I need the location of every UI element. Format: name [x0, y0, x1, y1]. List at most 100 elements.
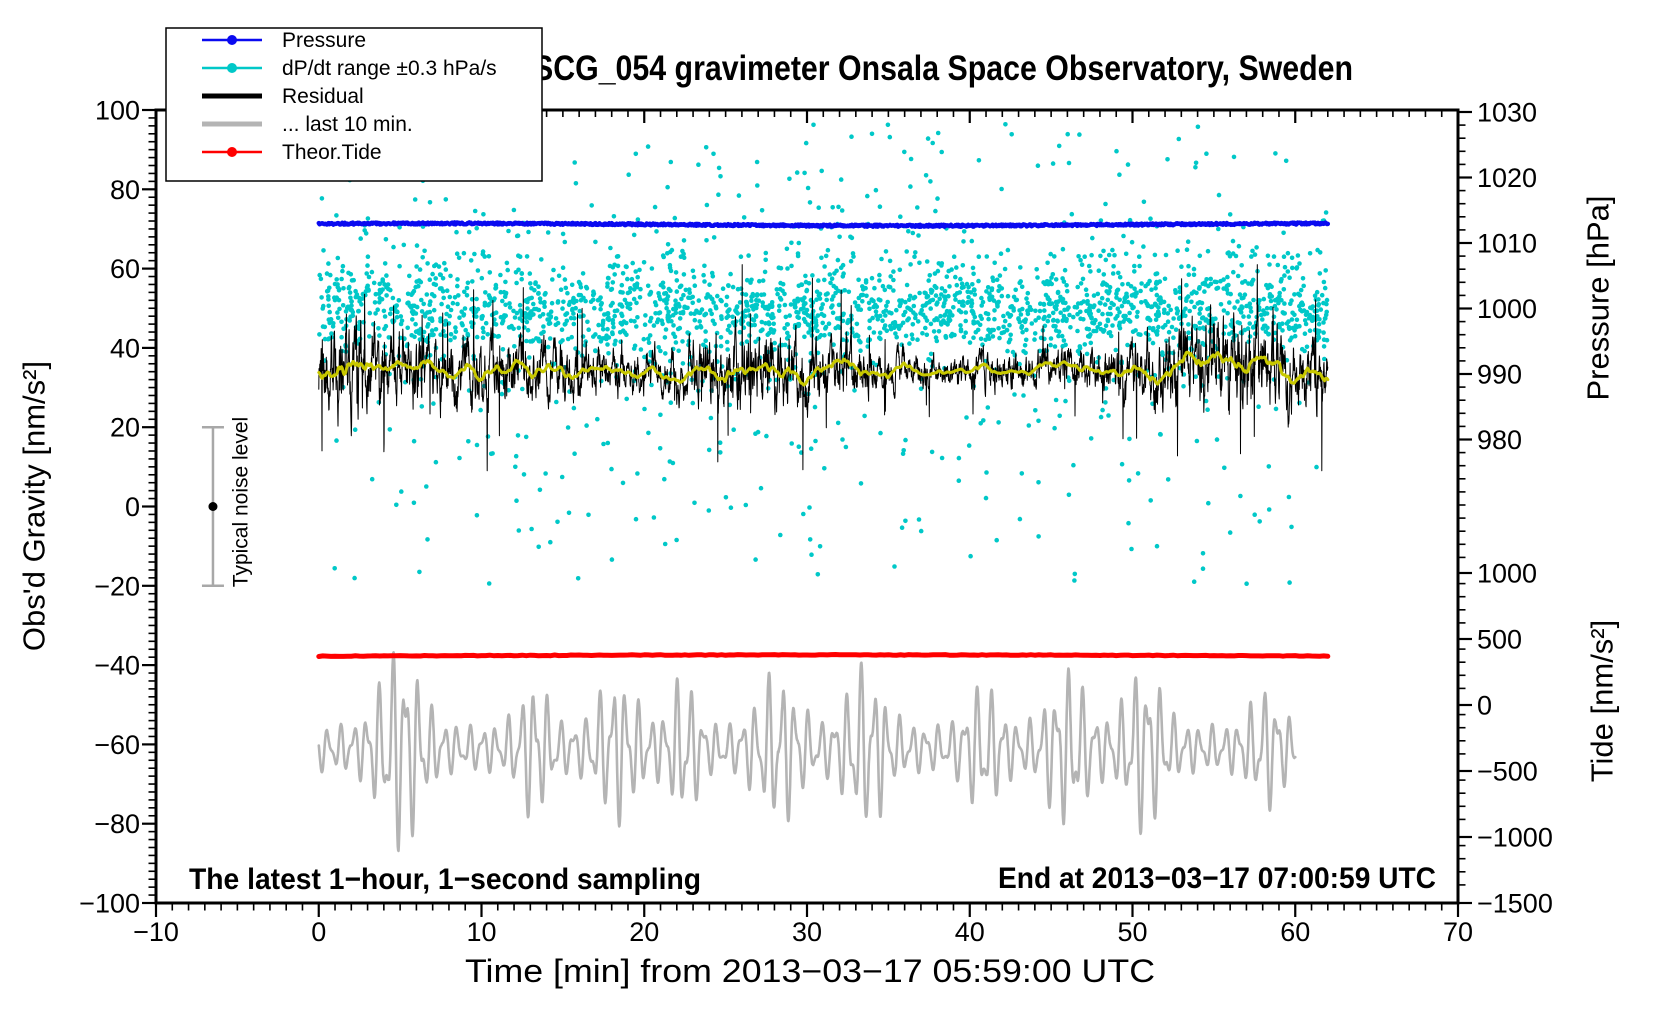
dpdt-scatter-point: [934, 285, 939, 291]
dpdt-scatter-point: [1105, 311, 1111, 317]
dpdt-scatter-point: [759, 292, 764, 298]
dpdt-scatter-point: [679, 296, 684, 302]
tide-legend-label: Theor.Tide: [282, 141, 382, 164]
dpdt-scatter-point: [681, 292, 686, 298]
dpdt-scatter-point: [1268, 298, 1274, 304]
dpdt-scatter-point: [1251, 297, 1256, 303]
dpdt-scatter-point: [903, 518, 908, 524]
dpdt-scatter-point: [1304, 344, 1310, 350]
dpdt-scatter-point: [970, 282, 975, 287]
dpdt-scatter-point: [376, 326, 381, 331]
dpdt-scatter-point: [437, 286, 443, 291]
dpdt-scatter-point: [996, 326, 1001, 331]
dpdt-scatter-point: [1048, 342, 1053, 348]
dpdt-scatter-point: [624, 264, 629, 270]
dpdt-scatter-point: [1048, 336, 1054, 341]
dpdt-scatter-point: [1158, 295, 1163, 300]
dpdt-scatter-point: [601, 441, 606, 447]
dpdt-scatter-point: [645, 144, 651, 149]
y-axis-tide-title: Tide [nm/s²]: [1585, 620, 1620, 783]
dpdt-scatter-point: [1225, 376, 1230, 381]
dpdt-scatter-point: [539, 257, 544, 262]
dpdt-scatter-point: [474, 513, 480, 518]
dpdt-scatter-point: [915, 319, 921, 324]
dpdt-scatter-point: [1139, 281, 1144, 286]
dpdt-scatter-point: [1125, 342, 1130, 348]
dpdt-scatter-point: [519, 276, 524, 282]
dpdt-scatter-point: [737, 329, 743, 335]
dpdt-scatter-point: [669, 247, 675, 253]
dpdt-scatter-point: [461, 250, 467, 256]
dpdt-scatter-point: [928, 287, 934, 293]
dpdt-scatter-point: [500, 298, 505, 304]
dpdt-scatter-point: [1302, 318, 1308, 323]
dpdt-scatter-point: [763, 250, 769, 256]
dpdt-scatter-point: [1278, 279, 1284, 284]
dpdt-scatter-point: [394, 315, 400, 320]
dpdt-scatter-point: [829, 305, 834, 310]
dpdt-scatter-point: [317, 272, 323, 278]
dpdt-scatter-point: [1195, 124, 1201, 130]
dpdt-scatter-point: [529, 312, 534, 318]
dpdt-scatter-point: [1204, 277, 1209, 282]
dpdt-scatter-point: [884, 303, 889, 309]
dpdt-scatter-point: [702, 263, 707, 269]
dpdt-scatter-point: [953, 297, 958, 302]
dpdt-scatter-point: [1061, 279, 1067, 284]
dpdt-scatter-point: [1090, 235, 1095, 241]
dpdt-scatter-point: [480, 335, 486, 341]
dpdt-scatter-point: [529, 526, 534, 532]
dpdt-scatter-point: [1195, 301, 1201, 306]
dpdt-scatter-point: [932, 271, 938, 276]
dpdt-scatter-point: [1110, 247, 1115, 253]
dpdt-scatter-point: [1179, 264, 1184, 270]
dpdt-scatter-point: [1088, 340, 1094, 346]
dpdt-scatter-point: [1261, 296, 1267, 302]
dpdt-scatter-point: [1306, 316, 1312, 321]
dpdt-scatter-point: [1323, 268, 1328, 273]
dpdt-scatter-point: [352, 427, 358, 433]
dpdt-scatter-point: [1173, 290, 1178, 296]
dpdt-scatter-point: [546, 312, 551, 317]
dpdt-scatter-point: [951, 305, 956, 310]
dpdt-scatter-point: [901, 448, 906, 453]
last10-legend-label: ... last 10 min.: [282, 113, 413, 136]
dpdt-scatter-point: [1156, 324, 1161, 330]
dpdt-scatter-point: [926, 357, 931, 362]
dpdt-scatter-point: [1307, 328, 1313, 334]
dpdt-scatter-point: [459, 321, 465, 326]
dpdt-scatter-point: [461, 336, 467, 341]
dpdt-scatter-point: [1244, 303, 1249, 309]
dpdt-scatter-point: [369, 269, 375, 275]
dpdt-scatter-point: [327, 309, 333, 315]
dpdt-scatter-point: [1003, 122, 1008, 127]
dpdt-scatter-point: [448, 337, 453, 343]
dpdt-scatter-point: [835, 324, 841, 329]
dpdt-scatter-point: [1250, 277, 1256, 283]
dpdt-scatter-point: [1134, 291, 1139, 296]
series-layer: [316, 122, 1331, 853]
dpdt-scatter-point: [463, 327, 469, 333]
chart-title: SCG_054 gravimeter Onsala Space Observat…: [533, 49, 1353, 88]
dpdt-scatter-point: [662, 476, 667, 482]
dpdt-scatter-point: [996, 420, 1001, 425]
dpdt-scatter-point: [1174, 306, 1180, 311]
dpdt-scatter-point: [550, 277, 555, 282]
dpdt-scatter-point: [903, 299, 908, 305]
dpdt-scatter-point: [584, 423, 589, 428]
dpdt-scatter-point: [1287, 326, 1292, 332]
dpdt-scatter-point: [668, 288, 673, 294]
dpdt-scatter-point: [956, 455, 962, 461]
dpdt-scatter-point: [527, 271, 533, 276]
dpdt-scatter-point: [1324, 309, 1329, 315]
dpdt-scatter-point: [318, 276, 324, 282]
dpdt-scatter-point: [349, 303, 354, 308]
dpdt-scatter-point: [327, 320, 333, 326]
dpdt-scatter-point: [704, 202, 710, 208]
dpdt-scatter-point: [1093, 328, 1099, 334]
dpdt-scatter-point: [1281, 287, 1287, 292]
dpdt-scatter-point: [746, 308, 751, 313]
dpdt-scatter-point: [464, 293, 470, 298]
dpdt-scatter-point: [1303, 321, 1309, 327]
dpdt-scatter-point: [887, 258, 893, 264]
